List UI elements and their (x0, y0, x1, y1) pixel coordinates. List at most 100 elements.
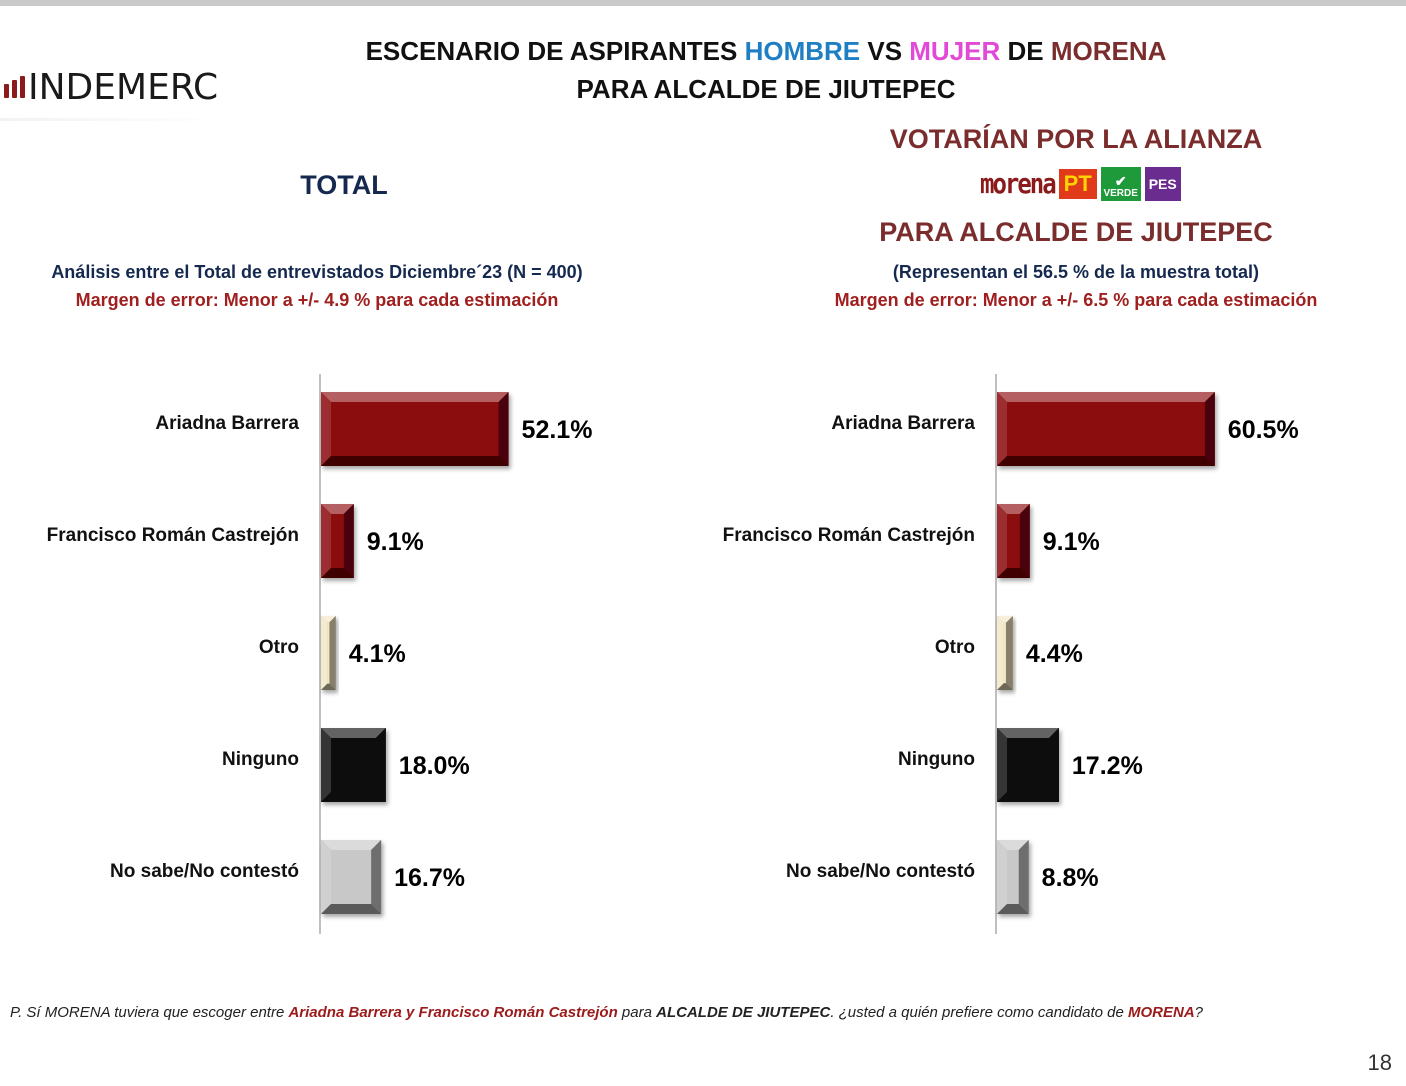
bar-bevel-left (997, 616, 1004, 690)
bar-bevel-bottom (997, 904, 1029, 914)
bar-bevel-top (997, 728, 1059, 738)
bar-2 (997, 616, 1013, 690)
value-label: 52.1% (522, 416, 593, 444)
bar-bevel-top (321, 840, 382, 850)
right-section-title: VOTARÍAN POR LA ALIANZA (889, 124, 1263, 154)
bar-face (1007, 850, 1019, 904)
bar-bevel-right (329, 616, 336, 690)
chart-total: Ariadna Barrera 52.1% Francisco Román Cast… (47, 374, 593, 934)
value-label: 4.1% (349, 640, 406, 668)
bar-bevel-bottom (997, 456, 1215, 466)
bar-0 (997, 392, 1215, 466)
bar-bevel-top (997, 392, 1215, 402)
pes-logo: PES (1144, 167, 1181, 201)
bar-bevel-right (375, 728, 386, 802)
survey-question: P. Sí MORENA tuviera que escoger entre A… (10, 1004, 1203, 1021)
logo-underline (0, 118, 230, 121)
bar-face (1007, 402, 1205, 456)
bar-bevel-left (997, 840, 1007, 914)
bar-bevel-left (321, 504, 331, 578)
value-label: 9.1% (367, 528, 424, 556)
left-subtitle-sample: Análisis entre el Total de entrevistados… (51, 262, 583, 282)
verde-logo-text: VERDE (1103, 188, 1138, 199)
bar-face (327, 622, 330, 684)
question-part: para (617, 1004, 657, 1021)
bar-face (1003, 622, 1006, 684)
bar-bevel-top (321, 728, 386, 738)
bar-bevel-left (997, 504, 1007, 578)
indemerc-logo: INDEMERC (4, 62, 218, 112)
value-label: 9.1% (1043, 528, 1100, 556)
right-section-title-2: PARA ALCALDE DE JIUTEPEC (879, 217, 1273, 247)
category-label: Ninguno (898, 749, 975, 770)
bar-bevel-top (321, 616, 336, 623)
bar-bevel-right (1019, 504, 1030, 578)
bar-face (331, 514, 344, 568)
bar-1 (321, 504, 354, 578)
category-label: Otro (259, 637, 299, 658)
category-label: Ninguno (222, 749, 299, 770)
question-part: . ¿usted a quién prefiere como candidato… (830, 1004, 1128, 1021)
chart-alianza: Ariadna Barrera 60.5% Francisco Román Cast… (723, 374, 1299, 934)
category-label: No sabe/No contestó (786, 861, 975, 882)
bar-bevel-bottom (997, 568, 1030, 578)
question-names: Ariadna Barrera y Francisco Román Castre… (288, 1004, 618, 1021)
right-subtitle-sample: (Representan el 56.5 % de la muestra tot… (892, 262, 1260, 282)
bar-bevel-right (1005, 616, 1013, 690)
bar-bevel-top (997, 840, 1029, 850)
value-label: 4.4% (1026, 640, 1083, 668)
morena-logo: morena (980, 167, 1057, 201)
question-party: MORENA (1128, 1004, 1195, 1021)
bar-2 (321, 616, 336, 690)
bar-bevel-left (321, 728, 331, 802)
category-label: Ariadna Barrera (831, 413, 975, 434)
bar-bevel-right (1204, 392, 1215, 466)
title-part: ESCENARIO DE ASPIRANTES (365, 36, 745, 66)
value-label: 16.7% (394, 864, 465, 892)
category-label: Ariadna Barrera (155, 413, 299, 434)
bar-bevel-right (498, 392, 509, 466)
title-line-2: PARA ALCALDE DE JIUTEPEC (576, 74, 956, 104)
bar-0 (321, 392, 509, 466)
bar-bevel-bottom (997, 792, 1059, 802)
value-label: 8.8% (1042, 864, 1099, 892)
bar-bevel-bottom (321, 456, 509, 466)
value-label: 60.5% (1228, 416, 1299, 444)
bar-bevel-top (321, 392, 509, 402)
bar-bevel-top (997, 504, 1030, 514)
bar-bevel-left (321, 616, 328, 690)
bar-4 (321, 840, 382, 914)
bar-bevel-top (997, 616, 1013, 623)
title-part: DE (1000, 36, 1051, 66)
category-label: Francisco Román Castrejón (47, 525, 299, 546)
category-label: Francisco Román Castrejón (723, 525, 975, 546)
title-part: VS (860, 36, 910, 66)
bar-bevel-right (371, 840, 382, 914)
verde-logo: ✔ VERDE (1100, 167, 1141, 201)
bar-bevel-left (321, 392, 331, 466)
bar-face (331, 850, 372, 904)
bar-bevel-bottom (321, 568, 354, 578)
bar-bevel-bottom (321, 683, 336, 690)
bar-3 (321, 728, 386, 802)
left-section-title: TOTAL (300, 170, 388, 200)
page-title: ESCENARIO DE ASPIRANTES HOMBRE VS MUJER … (250, 32, 1282, 108)
value-label: 18.0% (399, 752, 470, 780)
title-mujer: MUJER (909, 36, 1001, 66)
bar-face (331, 738, 376, 792)
party-logos: morena PT ✔ VERDE PES (980, 167, 1181, 201)
bar-bevel-right (343, 504, 354, 578)
title-hombre: HOMBRE (744, 36, 861, 66)
question-part: ? (1194, 1004, 1204, 1021)
verde-check-icon: ✔ (1114, 173, 1127, 189)
bar-face (1007, 738, 1049, 792)
bar-bevel-bottom (321, 792, 386, 802)
bar-bevel-right (1048, 728, 1059, 802)
top-border (0, 0, 1406, 6)
category-label: Otro (935, 637, 975, 658)
bar-bevel-left (997, 728, 1007, 802)
bar-bevel-top (321, 504, 354, 514)
bar-bevel-bottom (997, 683, 1013, 690)
pt-logo: PT (1058, 169, 1097, 199)
question-part: P. Sí MORENA tuviera que escoger entre (10, 1004, 289, 1021)
